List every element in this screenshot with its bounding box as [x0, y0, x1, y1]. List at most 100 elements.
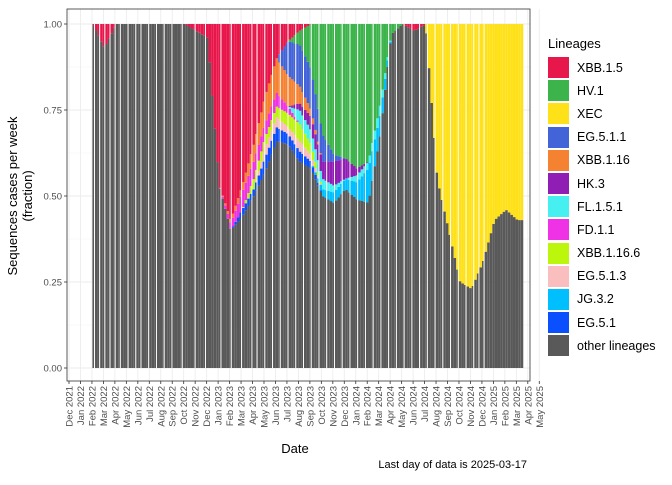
bar-segment — [100, 24, 103, 41]
bar-segment — [240, 197, 242, 213]
bar-segment — [265, 155, 268, 169]
bar-segment — [340, 159, 342, 181]
bar-segment — [299, 87, 302, 104]
bar-segment — [245, 210, 248, 368]
bar-segment — [111, 24, 114, 33]
bar-segment — [258, 176, 261, 186]
bar-segment — [327, 191, 330, 200]
bar-segment — [485, 24, 488, 252]
bar-segment — [356, 182, 358, 199]
bar-segment — [356, 24, 358, 168]
bar-segment — [317, 144, 319, 160]
bar-segment — [247, 24, 250, 163]
bar-segment — [309, 154, 311, 161]
bar-segment — [258, 145, 261, 161]
bar-segment — [286, 113, 288, 126]
bar-segment — [281, 24, 284, 50]
legend-label: HK.3 — [577, 177, 605, 191]
bar-segment — [464, 285, 466, 368]
bar-segment — [472, 286, 474, 368]
bar-segment — [348, 192, 350, 368]
bar-segment — [446, 223, 449, 368]
bar-segment — [265, 134, 268, 144]
bar-segment — [516, 24, 519, 219]
x-tick-label: Sep 2022 — [168, 386, 179, 427]
bar-segment — [381, 24, 384, 89]
x-tick-label: Feb 2024 — [363, 386, 374, 426]
bar-segment — [296, 109, 299, 120]
bar-segment — [291, 117, 294, 132]
bar-segment — [224, 209, 227, 368]
bar-segment — [314, 94, 317, 130]
bar-segment — [314, 179, 317, 368]
bar-segment — [214, 24, 217, 129]
x-tick-label: Oct 2024 — [454, 386, 465, 425]
bar-segment — [209, 24, 212, 62]
bar-segment — [350, 164, 353, 177]
bar-segment — [379, 106, 381, 116]
bar-segment — [433, 138, 435, 368]
bar-segment — [224, 203, 227, 205]
bar-gap — [458, 24, 459, 368]
bar-segment — [263, 162, 265, 175]
bar-segment — [198, 24, 201, 33]
bar-segment — [263, 24, 265, 102]
bar-segment — [376, 128, 379, 152]
legend-swatch — [548, 312, 569, 333]
bar-segment — [309, 24, 311, 67]
bar-segment — [291, 79, 294, 105]
bar-segment — [500, 24, 503, 214]
bar-segment — [451, 246, 454, 368]
bar-segment — [185, 24, 188, 25]
bar-gap — [171, 24, 172, 368]
bar-segment — [268, 137, 271, 147]
bar-segment — [381, 113, 384, 368]
bar-segment — [299, 46, 302, 87]
x-tick-label: May 2024 — [397, 386, 408, 428]
bar-segment — [268, 127, 271, 137]
bar-segment — [340, 24, 342, 157]
bar-gap — [404, 24, 405, 368]
bar-gap — [319, 24, 320, 368]
bar-segment — [454, 24, 457, 258]
bar-segment — [322, 196, 325, 368]
bar-segment — [319, 185, 322, 191]
bar-segment — [492, 24, 495, 224]
bar-gap — [272, 24, 273, 368]
bar-segment — [418, 28, 420, 368]
bar-segment — [289, 40, 292, 42]
bar-segment — [301, 154, 303, 163]
x-tick-label: Jul 2024 — [420, 386, 431, 422]
bar-segment — [294, 43, 296, 81]
x-tick-label: Jul 2022 — [145, 386, 156, 422]
bar-segment — [149, 24, 152, 368]
bar-segment — [448, 24, 450, 235]
bar-segment — [273, 24, 276, 66]
legend-item: XBB.1.16 — [548, 149, 656, 172]
bar-segment — [296, 44, 299, 84]
bar-segment — [299, 125, 302, 142]
bar-segment — [276, 93, 279, 107]
bar-segment — [270, 154, 272, 368]
bar-segment — [319, 171, 322, 182]
bar-segment — [472, 24, 474, 286]
bar-segment — [304, 98, 307, 110]
bar-segment — [322, 189, 325, 196]
bar-segment — [245, 173, 248, 183]
legend-item: XBB.1.16.6 — [548, 242, 656, 265]
bar-segment — [278, 96, 280, 108]
bar-gap — [411, 24, 412, 368]
bar-segment — [258, 24, 261, 123]
bar-segment — [265, 120, 268, 134]
bar-segment — [232, 214, 235, 218]
bar-segment — [338, 156, 341, 160]
bar-segment — [356, 168, 358, 175]
bar-segment — [265, 168, 268, 368]
bar-segment — [247, 163, 250, 175]
bar-segment — [379, 24, 381, 106]
bar-segment — [314, 175, 317, 179]
bar-segment — [92, 25, 94, 368]
bar-segment — [221, 24, 224, 196]
bar-segment — [503, 24, 506, 212]
